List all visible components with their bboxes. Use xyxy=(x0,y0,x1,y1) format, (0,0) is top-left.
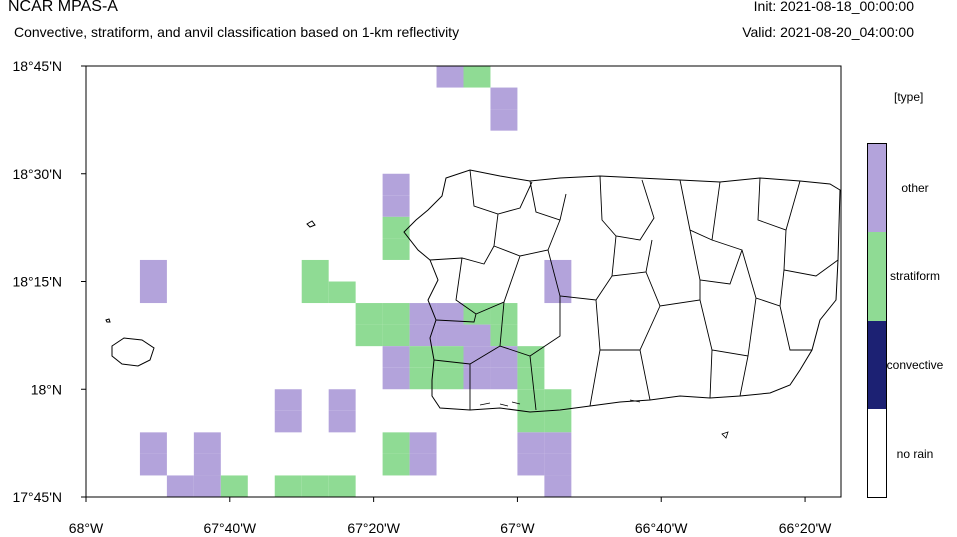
cell-other xyxy=(166,475,194,497)
cell-stratiform xyxy=(463,66,491,88)
cell-stratiform xyxy=(490,324,518,347)
cell-stratiform xyxy=(382,432,410,454)
legend-title: [type] xyxy=(894,90,924,104)
lat-tick-label: 18°N xyxy=(31,381,62,397)
lon-tick-label: 67°40'W xyxy=(203,520,256,536)
cell-stratiform xyxy=(409,367,437,390)
cell-other xyxy=(544,259,572,282)
cell-stratiform xyxy=(328,475,356,497)
puerto-rico-coastline xyxy=(403,169,841,413)
cell-other xyxy=(139,453,167,476)
cell-other xyxy=(490,87,518,110)
cell-stratiform xyxy=(301,281,329,304)
cell-other xyxy=(463,324,491,347)
cell-stratiform xyxy=(355,303,383,325)
legend-swatch-no-rain xyxy=(867,409,887,498)
cell-stratiform xyxy=(274,475,302,497)
cell-other xyxy=(274,389,302,411)
municipal-borders xyxy=(429,169,839,411)
cell-other xyxy=(193,475,221,497)
lat-tick-label: 18°45'N xyxy=(12,58,62,74)
cell-stratiform xyxy=(490,303,518,325)
lon-tick-label: 66°20'W xyxy=(779,520,832,536)
cell-stratiform xyxy=(301,475,329,497)
cell-stratiform xyxy=(382,324,410,347)
cell-stratiform xyxy=(382,216,410,239)
cell-stratiform xyxy=(517,389,545,411)
cell-other xyxy=(328,410,356,433)
cell-other xyxy=(409,303,437,325)
app-title: NCAR MPAS-A xyxy=(8,0,118,15)
cell-other xyxy=(436,324,464,347)
cell-stratiform xyxy=(382,453,410,476)
legend-swatch-convective xyxy=(867,321,887,409)
cell-other xyxy=(409,324,437,347)
lon-tick-label: 67°W xyxy=(500,520,535,536)
cell-other xyxy=(382,195,410,217)
cell-other xyxy=(382,367,410,390)
coastline-and-borders xyxy=(105,169,841,439)
cell-other xyxy=(139,432,167,454)
cell-other xyxy=(517,432,545,454)
cell-other xyxy=(490,109,518,131)
cell-other xyxy=(193,453,221,476)
cell-stratiform xyxy=(382,238,410,260)
legend-label-no-rain: no rain xyxy=(896,447,934,461)
cell-other xyxy=(463,367,491,390)
classification-cells xyxy=(139,66,572,497)
map-frame: 68°W 67°40'W 67°20'W 67°W 66°40'W 66°20'W 18°4… xyxy=(12,58,842,536)
cell-stratiform xyxy=(517,410,545,433)
cell-stratiform xyxy=(301,259,329,282)
cell-stratiform xyxy=(544,389,572,411)
cell-stratiform xyxy=(355,324,383,347)
cell-other xyxy=(274,410,302,433)
cell-other xyxy=(409,432,437,454)
cell-stratiform xyxy=(382,303,410,325)
legend-label-convective: convective xyxy=(886,358,944,372)
cell-stratiform xyxy=(436,346,464,368)
cell-other xyxy=(544,281,572,304)
valid-time: Valid: 2021-08-20_04:00:00 xyxy=(742,24,914,40)
cell-stratiform xyxy=(544,410,572,433)
legend-swatch-other xyxy=(867,143,887,232)
legend-label-stratiform: stratiform xyxy=(889,269,940,283)
legend-swatch-stratiform xyxy=(867,232,887,321)
cell-other xyxy=(544,432,572,454)
legend-label-other: other xyxy=(901,181,929,195)
plot-subtitle: Convective, stratiform, and anvil classi… xyxy=(14,24,460,40)
cell-stratiform xyxy=(517,367,545,390)
init-time: Init: 2021-08-18_00:00:00 xyxy=(753,0,914,14)
cell-other xyxy=(490,346,518,368)
cell-other xyxy=(382,173,410,196)
cell-stratiform xyxy=(436,367,464,390)
cell-other xyxy=(544,475,572,497)
cell-other xyxy=(463,346,491,368)
lat-tick-label: 17°45'N xyxy=(12,489,62,505)
cell-other xyxy=(490,367,518,390)
monito-island xyxy=(105,318,111,323)
cell-stratiform xyxy=(328,281,356,304)
cell-other xyxy=(544,453,572,476)
cell-other xyxy=(409,453,437,476)
mona-island xyxy=(111,337,155,367)
south-islets xyxy=(479,399,729,439)
cell-other xyxy=(193,432,221,454)
desecheo-island xyxy=(306,220,316,228)
cell-other xyxy=(139,259,167,282)
lon-tick-label: 66°40'W xyxy=(635,520,688,536)
cell-other xyxy=(382,346,410,368)
cell-stratiform xyxy=(220,475,248,497)
cell-other xyxy=(436,66,464,88)
lon-tick-label: 68°W xyxy=(69,520,104,536)
cell-other xyxy=(436,303,464,325)
cell-other xyxy=(517,453,545,476)
cell-stratiform xyxy=(517,346,545,368)
lat-tick-label: 18°15'N xyxy=(12,274,62,290)
cell-stratiform xyxy=(409,346,437,368)
cell-other xyxy=(139,281,167,304)
lon-tick-label: 67°20'W xyxy=(347,520,400,536)
lat-tick-label: 18°30'N xyxy=(12,166,62,182)
cell-other xyxy=(328,389,356,411)
